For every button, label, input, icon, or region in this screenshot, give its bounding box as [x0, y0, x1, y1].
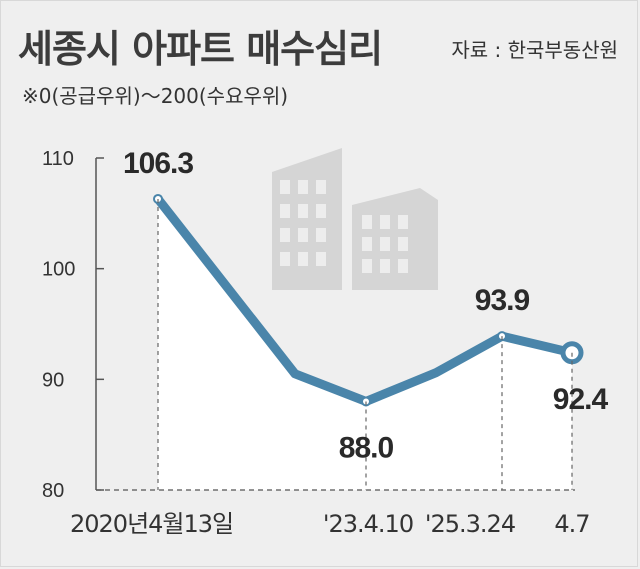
chart-title: 세종시 아파트 매수심리 [18, 27, 383, 71]
data-labels: 106.3 88.0 93.9 92.4 [123, 147, 610, 465]
data-label: 106.3 [123, 147, 193, 180]
building-illustration-icon [272, 148, 438, 290]
x-tick-label: '23.4.10 [323, 510, 413, 538]
data-label: 88.0 [339, 431, 394, 464]
y-tick-label: 90 [42, 369, 64, 391]
series-polyline [153, 194, 577, 406]
x-tick-label: '25.3.24 [425, 510, 515, 538]
y-tick-label: 110 [42, 148, 74, 170]
x-ticks: 2020년4월13일 '23.4.10 '25.3.24 4.7 [70, 198, 591, 538]
y-ticks: 80 90 100 110 [42, 148, 104, 502]
x-tick-label: 2020년4월13일 [70, 510, 233, 538]
y-tick-label: 80 [42, 480, 64, 502]
area-fill-path [158, 198, 572, 491]
x-tick-label: 4.7 [554, 510, 589, 538]
data-label: 92.4 [553, 383, 609, 416]
data-label: 93.9 [475, 284, 530, 317]
source-note: 자료 : 한국부동산원 [451, 38, 618, 62]
scale-note: ※0(공급우위)～200(수요우위) [22, 84, 289, 108]
area-fill [158, 198, 572, 491]
y-tick-label: 100 [42, 259, 75, 281]
